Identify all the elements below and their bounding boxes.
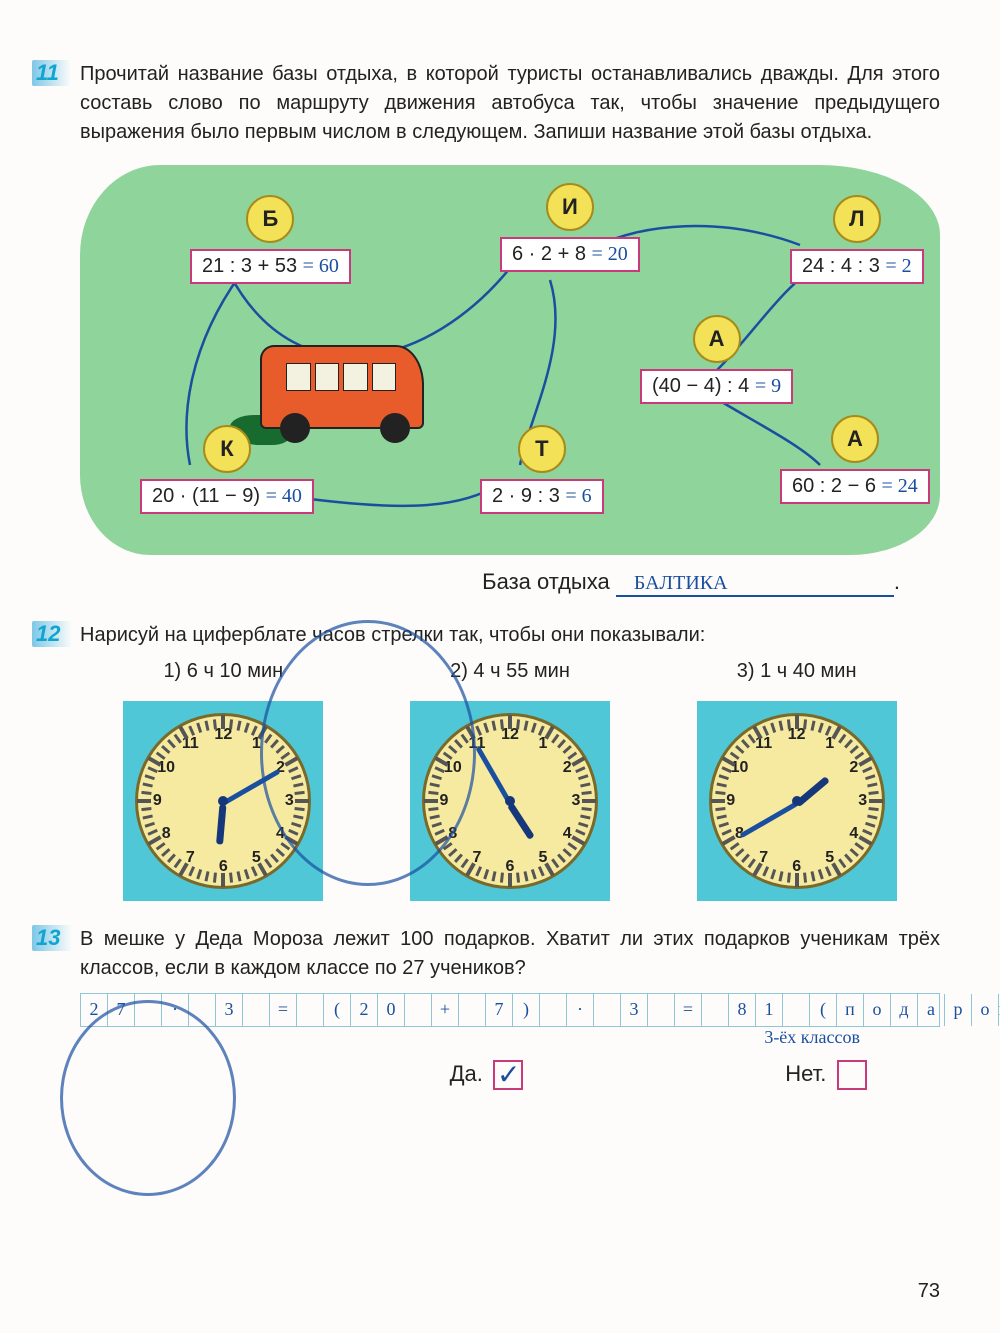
no-label: Нет. [785,1061,826,1086]
clock-opt-3: 3) 1 ч 40 мин [737,660,857,683]
expression-box: 60 : 2 − 6 = 24 [780,469,930,504]
clock-opt-1: 1) 6 ч 10 мин [163,660,283,683]
clock-row: 123456789101112 123456789101112 12345678… [80,701,940,901]
node-A1: А (40 − 4) : 4 = 9 [640,315,793,404]
clock-1: 123456789101112 [123,701,323,901]
expression-box: 20 · (11 − 9) = 40 [140,479,314,514]
letter-circle: А [693,315,741,363]
letter-circle: А [831,415,879,463]
clock-opt-2: 2) 4 ч 55 мин [450,660,570,683]
node-L: Л 24 : 4 : 3 = 2 [790,195,924,284]
exercise-11: 11 Прочитай название базы отдыха, в кото… [80,60,940,597]
workbook-page: 11 Прочитай название базы отдыха, в кото… [0,0,1000,1333]
expression-box: (40 − 4) : 4 = 9 [640,369,793,404]
exercise-number: 12 [32,621,72,647]
expression-box: 6 · 2 + 8 = 20 [500,237,640,272]
exercise-13: 13 В мешке у Деда Мороза лежит 100 подар… [80,925,940,1090]
clock-options: 1) 6 ч 10 мин 2) 4 ч 55 мин 3) 1 ч 40 ми… [80,660,940,683]
node-A2: А 60 : 2 − 6 = 24 [780,415,930,504]
route-puzzle: Б 21 : 3 + 53 = 60 И 6 · 2 + 8 = 20 Л 24 : 4 … [80,165,940,555]
letter-circle: Б [246,195,294,243]
exercise-text: В мешке у Деда Мороза лежит 100 подарков… [80,925,940,983]
exercise-text: Нарисуй на циферблате часов стрелки так,… [80,621,940,650]
work-grid: 27 · 3 = (20 + 7) · 3 = 81 (подарок) — н… [80,993,940,1027]
yes-checkbox[interactable] [493,1060,523,1090]
node-K: К 20 · (11 − 9) = 40 [140,425,314,514]
exercise-number: 13 [32,925,72,951]
letter-circle: Л [833,195,881,243]
letter-circle: К [203,425,251,473]
node-I: И 6 · 2 + 8 = 20 [500,183,640,272]
letter-circle: Т [518,425,566,473]
exercise-12: 12 Нарисуй на циферблате часов стрелки т… [80,621,940,901]
exercise-number: 11 [32,60,71,86]
answer-row: База отдыха БАЛТИКА. [80,569,940,597]
expression-box: 24 : 4 : 3 = 2 [790,249,924,284]
yes-no-row: Да. Нет. [80,1060,940,1090]
letter-circle: И [546,183,594,231]
work-line-2: 3-ёх классов [80,1027,940,1048]
answer-value: БАЛТИКА [616,572,894,597]
yes-label: Да. [450,1061,483,1086]
exercise-text: Прочитай название базы отдыха, в которой… [80,60,940,147]
clock-2: 123456789101112 [410,701,610,901]
node-T: Т 2 · 9 : 3 = 6 [480,425,604,514]
page-number: 73 [918,1280,940,1303]
no-checkbox[interactable] [837,1060,867,1090]
node-B: Б 21 : 3 + 53 = 60 [190,195,351,284]
clock-3: 123456789101112 [697,701,897,901]
answer-label: База отдыха [482,569,610,594]
expression-box: 21 : 3 + 53 = 60 [190,249,351,284]
expression-box: 2 · 9 : 3 = 6 [480,479,604,514]
